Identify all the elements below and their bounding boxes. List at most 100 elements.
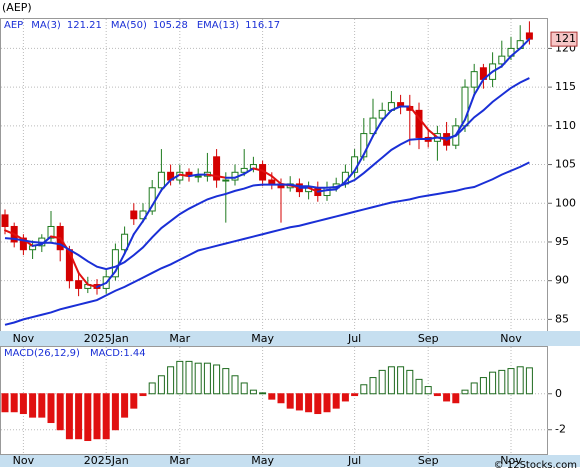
candle-body	[378, 109, 386, 119]
ma-line-segment	[252, 167, 264, 172]
candle-body	[470, 71, 478, 88]
candle-body	[130, 210, 138, 220]
macd-bar	[415, 378, 423, 395]
macd-bar	[38, 393, 46, 418]
legend-name: MA(50)	[111, 20, 147, 31]
ma-line-segment	[188, 173, 200, 178]
ma-line-segment	[215, 175, 227, 179]
macd-bar	[102, 393, 110, 440]
legend-title: MACD(26,12,9)	[4, 348, 80, 359]
candle-body	[1, 214, 9, 227]
ma-line-segment	[96, 282, 108, 288]
candle-body	[157, 171, 165, 189]
axis-strip	[0, 331, 580, 346]
x-tick-label: 2025Jan	[84, 454, 129, 467]
candle-body	[47, 225, 55, 239]
macd-bar	[479, 377, 487, 395]
ma-line-segment	[151, 189, 163, 207]
x-tick-label: Jul	[347, 332, 361, 345]
x-tick-label: Sep	[418, 332, 439, 345]
macd-bar	[351, 393, 359, 397]
macd-bar	[167, 366, 175, 395]
x-tick-label: Mar	[169, 332, 190, 345]
macd-bar	[249, 389, 257, 395]
macd-panel	[0, 346, 548, 455]
legend-name: EMA(13)	[197, 20, 239, 31]
ma-line	[4, 161, 530, 326]
macd-bar	[461, 389, 469, 395]
macd-bar	[332, 393, 340, 409]
macd-bar	[240, 382, 248, 395]
x-tick-label: 2025Jan	[84, 332, 129, 345]
macd-bar	[360, 384, 368, 395]
macd-bar	[65, 393, 73, 440]
ma-line-segment	[464, 93, 476, 121]
legend-label: MACD:	[90, 348, 123, 359]
candle-body	[194, 175, 202, 178]
macd-bar	[139, 393, 147, 397]
candle-body	[75, 280, 83, 289]
macd-bar	[19, 393, 27, 415]
macd-bar	[157, 375, 165, 395]
ma-line-segment	[160, 179, 172, 192]
last-price-label: 121	[555, 32, 576, 45]
ma-line-segment	[13, 233, 25, 241]
macd-bar	[148, 382, 156, 395]
y-tick-label: 90	[555, 274, 569, 287]
ma-line-segment	[454, 118, 466, 137]
ma-line-segment	[307, 186, 319, 193]
axis-strip	[0, 455, 580, 467]
macd-bar	[213, 364, 221, 395]
macd-bar	[341, 393, 349, 402]
ma-line-segment	[427, 128, 439, 139]
ma-line-segment	[77, 271, 89, 286]
ma-line-segment	[105, 270, 117, 284]
legend-symbol: AEP	[4, 20, 23, 31]
ma-line-segment	[68, 251, 80, 274]
ma-line-segment	[519, 38, 531, 50]
ma-line-segment	[261, 169, 273, 178]
macd-bar	[424, 386, 432, 395]
y-tick-label: 100	[555, 196, 576, 209]
x-tick-label: Nov	[13, 332, 35, 345]
macd-bar	[286, 393, 294, 409]
ma-line-segment	[114, 252, 126, 273]
ma-line-segment	[31, 243, 43, 247]
ma-line-segment	[418, 117, 430, 131]
macd-bar	[295, 393, 303, 411]
x-tick-label: Nov	[13, 454, 35, 467]
macd-bar	[397, 366, 405, 395]
macd-bar	[443, 393, 451, 402]
ma-line-segment	[123, 233, 135, 255]
legend-name: MA(3)	[31, 20, 61, 31]
macd-bar	[176, 360, 184, 395]
ma-line-segment	[270, 175, 282, 185]
macd-bar	[433, 393, 441, 397]
macd-bar	[516, 366, 524, 395]
ma-line	[4, 77, 530, 271]
macd-bar	[489, 371, 497, 395]
ma-line-segment	[86, 283, 98, 288]
ma-line-segment	[408, 105, 420, 120]
ma-line-segment	[178, 173, 190, 178]
candle-body	[369, 117, 377, 135]
candle-body	[240, 167, 248, 173]
macd-bar	[231, 375, 239, 395]
ma-line-segment	[326, 188, 338, 192]
macd-bar	[406, 369, 414, 395]
last-price-box	[550, 31, 578, 47]
ma-line-segment	[381, 109, 393, 122]
legend-value: 121.21	[67, 20, 102, 31]
macd-bar	[470, 382, 478, 395]
ma-line-segment	[473, 78, 485, 96]
macd-bar	[268, 393, 276, 400]
ma-line-segment	[316, 189, 328, 193]
x-tick-label: May	[251, 332, 274, 345]
ma-line-segment	[234, 172, 246, 179]
candle-body	[268, 179, 276, 185]
y-tick-label: 105	[555, 158, 576, 171]
ma-line-segment	[390, 105, 402, 112]
y-tick-label: 95	[555, 235, 569, 248]
ma-line-segment	[362, 134, 374, 156]
x-tick-label: Mar	[169, 454, 190, 467]
